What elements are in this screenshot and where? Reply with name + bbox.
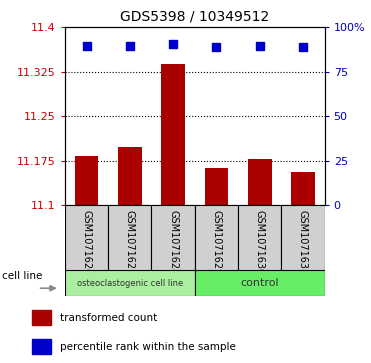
Text: GSM1071628: GSM1071628 (168, 210, 178, 275)
Bar (291, 172, 315, 205)
Text: control: control (240, 278, 279, 288)
Bar (204, 168, 228, 205)
Bar (65, 270, 195, 296)
Point (300, 44, 306, 50)
Text: percentile rank within the sample: percentile rank within the sample (59, 342, 235, 352)
Point (127, 43, 133, 49)
Bar (108, 205, 151, 270)
Bar (32, 310, 51, 325)
Bar (118, 147, 142, 205)
Bar (281, 205, 325, 270)
Bar (238, 205, 281, 270)
Text: GSM1071631: GSM1071631 (298, 210, 308, 275)
Text: GSM1071630: GSM1071630 (255, 210, 265, 275)
Point (257, 43, 263, 49)
Point (83, 43, 89, 49)
Bar (151, 205, 195, 270)
Bar (65, 205, 108, 270)
Title: GDS5398 / 10349512: GDS5398 / 10349512 (120, 9, 269, 23)
Text: GSM1071627: GSM1071627 (125, 210, 135, 275)
Bar (75, 156, 98, 205)
Text: osteoclastogenic cell line: osteoclastogenic cell line (77, 279, 183, 287)
Point (170, 41, 176, 47)
Bar (161, 64, 185, 205)
Point (213, 44, 219, 50)
Text: transformed count: transformed count (59, 313, 157, 323)
Text: GSM1071626: GSM1071626 (82, 210, 92, 275)
Text: cell line: cell line (2, 271, 42, 281)
Bar (195, 205, 238, 270)
Bar (32, 339, 51, 354)
Text: GSM1071629: GSM1071629 (211, 210, 221, 275)
Bar (195, 270, 325, 296)
Bar (248, 159, 272, 205)
